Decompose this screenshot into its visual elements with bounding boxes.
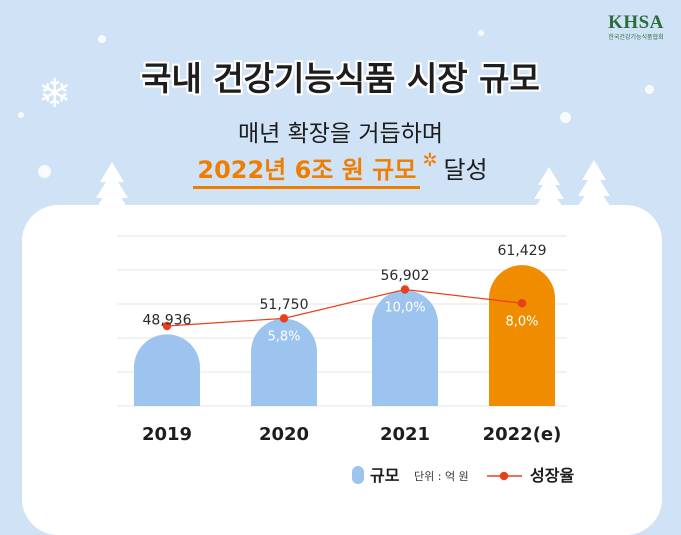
growth-rate-label: 10,0% (384, 301, 425, 316)
growth-point (400, 285, 410, 294)
growth-rate-label: 5,8% (267, 329, 300, 344)
growth-point (279, 314, 289, 323)
growth-line (166, 288, 523, 327)
page-subtitle: 매년 확장을 거듭하며 (237, 121, 444, 147)
tree-icon (574, 160, 614, 212)
logo-org-name: 한국건강기능식품협회 (608, 34, 664, 41)
snow-dot (645, 85, 654, 94)
year-label: 2021 (380, 424, 430, 445)
chart-card (22, 205, 662, 535)
snowflake-icon: ❄ (38, 71, 72, 117)
highlight-text: 2022년 6조 원 규모 (193, 156, 421, 189)
growth-point (517, 299, 527, 308)
star-icon: ✲ (422, 150, 438, 171)
highlight-suffix: 달성 (443, 156, 488, 184)
value-label: 56,902 (381, 268, 430, 284)
value-label: 61,429 (498, 243, 547, 259)
bar-2020 (251, 318, 317, 406)
snow-dot (478, 30, 484, 36)
growth-point (162, 321, 172, 331)
logo-mark: KHSA (608, 12, 664, 33)
year-label: 2022(e) (483, 424, 562, 445)
year-label: 2020 (259, 424, 309, 445)
page-title: 국내 건강기능식품 시장 규모 (141, 59, 540, 98)
growth-rate-label: 8,0% (505, 314, 538, 329)
value-label: 51,750 (260, 297, 309, 313)
market-size-chart: 48,936 2019 51,750 2020 56,902 2021 61,429 2022… (117, 235, 574, 485)
value-label: 48,936 (143, 312, 192, 328)
highlight-line: 2022년 6조 원 규모 ✲ 달성 (0, 150, 681, 189)
legend-bar-swatch (352, 466, 364, 484)
bar-2019 (134, 334, 200, 406)
bar-2021 (372, 290, 438, 406)
snow-dot (38, 165, 51, 178)
legend-line-marker (499, 471, 509, 481)
bar-2022(e) (489, 265, 555, 406)
legend-bar-label: 규모 (370, 466, 400, 485)
snow-dot (560, 112, 571, 123)
snow-dot (98, 35, 106, 43)
year-label: 2019 (142, 424, 192, 445)
khsa-logo: KHSA 한국건강기능식품협회 (596, 12, 676, 41)
legend-line-label: 성장율 (530, 466, 574, 485)
snow-dot (18, 112, 24, 118)
legend-unit-label: 단위 : 억 원 (414, 470, 469, 483)
